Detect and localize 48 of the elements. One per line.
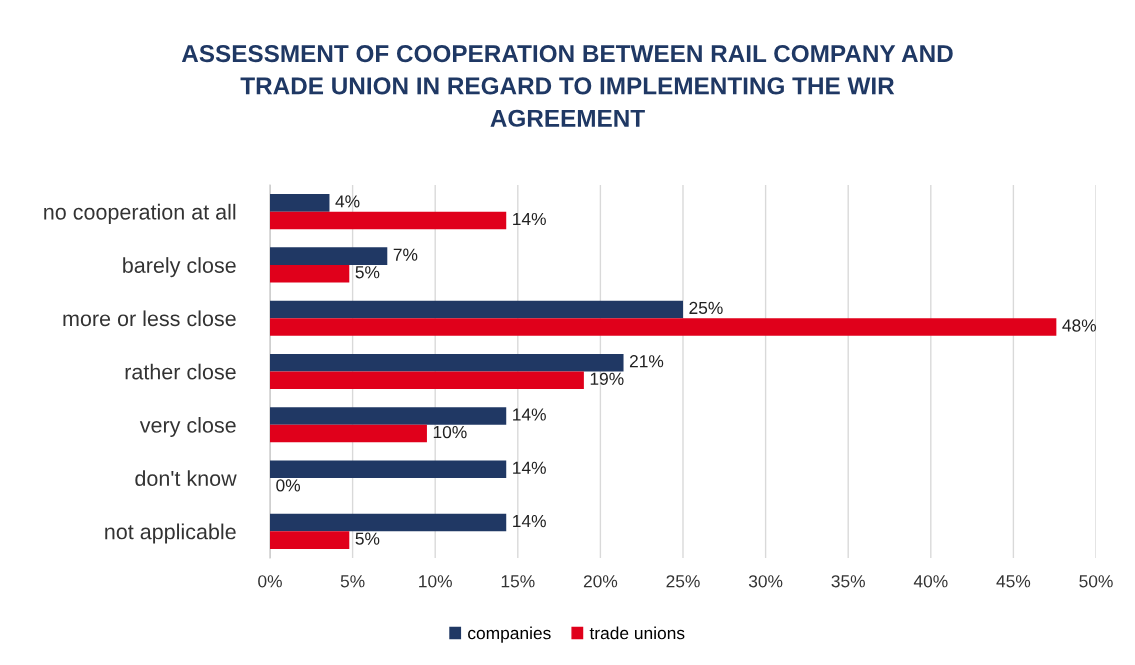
bar <box>270 247 388 265</box>
x-tick-label: 35% <box>831 575 865 588</box>
x-tick-label: 10% <box>419 575 452 588</box>
data-label: 0% <box>276 479 301 492</box>
bar <box>270 407 507 425</box>
legend-label: companies <box>468 626 551 643</box>
bar <box>270 318 1057 336</box>
y-tick-label: not applicable <box>105 523 236 544</box>
data-label: 48% <box>1062 319 1097 332</box>
bar <box>270 194 330 212</box>
y-tick-label: no cooperation at all <box>44 203 236 224</box>
x-tick-label: 45% <box>996 575 1031 588</box>
data-label: 14% <box>513 212 546 226</box>
y-tick-label: more or less close <box>63 310 236 327</box>
data-label: 4% <box>335 195 360 208</box>
y-tick-label: rather close <box>125 363 236 380</box>
data-label: 10% <box>433 425 467 439</box>
bar <box>270 371 584 390</box>
bar <box>270 300 683 319</box>
bar <box>270 211 507 230</box>
data-label: 5% <box>355 266 380 279</box>
data-label: 25% <box>689 301 723 315</box>
data-label: 14% <box>513 461 546 474</box>
bar <box>270 264 350 283</box>
chart-title: ASSESSMENT OF COOPERATION BETWEEN RAIL COMPANY AND TRADE UNION IN REGARD TO IMPLEMENTING THE WIR AGREEMENT <box>181 44 953 127</box>
data-label: 14% <box>513 515 546 528</box>
data-label: 21% <box>629 355 664 368</box>
data-label: 14% <box>513 408 546 421</box>
x-tick-label: 20% <box>583 575 618 588</box>
y-tick-label: very close <box>139 416 236 438</box>
y-tick-label: barely close <box>123 257 236 278</box>
data-label: 7% <box>393 248 418 261</box>
bar <box>270 353 624 372</box>
x-tick-label: 30% <box>748 575 783 588</box>
x-tick-label: 0% <box>258 575 282 588</box>
x-tick-label: 50% <box>1079 575 1113 588</box>
bar <box>270 513 507 532</box>
data-label: 5% <box>355 532 380 545</box>
legend-label: trade unions <box>589 626 685 640</box>
x-tick-label: 5% <box>340 575 365 588</box>
x-tick-label: 25% <box>666 575 700 588</box>
bar <box>270 460 507 479</box>
data-label: 19% <box>590 372 624 385</box>
bar <box>270 531 350 549</box>
x-tick-label: 40% <box>913 575 948 588</box>
y-tick-label: don't know <box>135 470 237 487</box>
x-tick-label: 15% <box>501 575 535 588</box>
bar <box>270 424 427 443</box>
